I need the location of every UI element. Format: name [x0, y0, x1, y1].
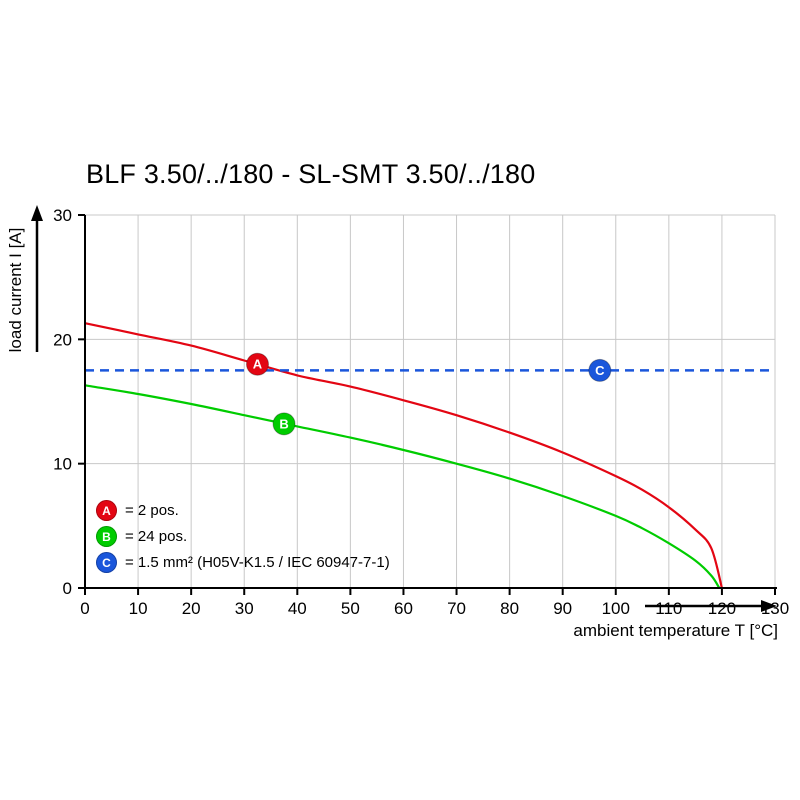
legend-label-a: = 2 pos.: [125, 502, 179, 519]
marker-a-icon: [246, 352, 269, 376]
marker-b-icon: [272, 412, 296, 436]
y-tick-label: 20: [53, 330, 72, 349]
x-tick-label: 90: [553, 599, 572, 618]
curve-0: [84, 322, 723, 589]
marker-c-label: C: [595, 363, 605, 378]
y-tick-label: 0: [63, 579, 72, 598]
x-tick-label: 60: [394, 599, 413, 618]
x-tick-label: 50: [341, 599, 360, 618]
legend-marker-b-icon: B: [96, 526, 117, 547]
y-axis-arrow-icon: [31, 205, 43, 221]
x-tick-label: 120: [708, 599, 736, 618]
marker-a-label: A: [253, 357, 263, 372]
y-tick-label: 10: [53, 455, 72, 474]
curve-1: [84, 384, 721, 589]
y-tick-label: 30: [53, 206, 72, 225]
x-axis-label: ambient temperature T [°C]: [573, 621, 778, 640]
legend-row: A = 2 pos.: [96, 500, 390, 521]
chart-legend: A = 2 pos. B = 24 pos. C = 1.5 mm² (H05V…: [96, 500, 390, 573]
legend-label-c: = 1.5 mm² (H05V-K1.5 / IEC 60947-7-1): [125, 554, 390, 571]
legend-row: B = 24 pos.: [96, 526, 390, 547]
legend-row: C = 1.5 mm² (H05V-K1.5 / IEC 60947-7-1): [96, 552, 390, 573]
legend-label-b: = 24 pos.: [125, 528, 188, 545]
chart-title: BLF 3.50/../180 - SL-SMT 3.50/../180: [86, 159, 536, 189]
legend-marker-a-icon: A: [96, 500, 117, 521]
x-tick-label: 0: [80, 599, 89, 618]
x-tick-label: 80: [500, 599, 519, 618]
marker-c-icon: [588, 358, 612, 382]
y-axis-label: load current I [A]: [6, 227, 25, 353]
x-tick-label: 30: [235, 599, 254, 618]
x-tick-label: 100: [602, 599, 630, 618]
x-tick-label: 110: [655, 599, 682, 618]
x-tick-label: 40: [288, 599, 307, 618]
x-tick-label: 70: [447, 599, 466, 618]
marker-b-label: B: [279, 416, 288, 431]
x-axis-arrow-icon: [761, 600, 777, 612]
x-tick-label: 20: [182, 599, 201, 618]
legend-marker-c-icon: C: [96, 552, 117, 573]
x-tick-label: 10: [129, 599, 148, 618]
